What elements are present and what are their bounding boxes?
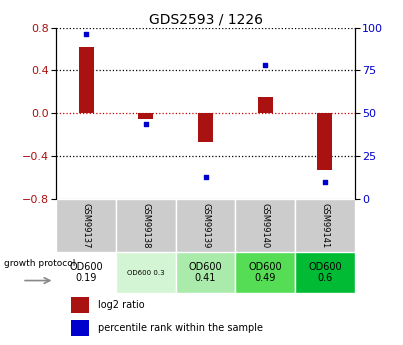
Text: log2 ratio: log2 ratio bbox=[98, 300, 145, 310]
Point bbox=[322, 179, 328, 185]
Bar bbox=[71, 297, 89, 313]
Bar bbox=[258, 97, 272, 113]
Text: OD600
0.6: OD600 0.6 bbox=[308, 262, 342, 283]
Bar bbox=[116, 253, 176, 293]
Bar bbox=[295, 199, 355, 253]
Text: OD600 0.3: OD600 0.3 bbox=[127, 269, 165, 276]
Text: GSM99139: GSM99139 bbox=[201, 203, 210, 248]
Point bbox=[262, 62, 268, 68]
Bar bbox=[116, 199, 176, 253]
Text: growth protocol: growth protocol bbox=[4, 259, 75, 268]
Text: OD600
0.19: OD600 0.19 bbox=[69, 262, 103, 283]
Bar bbox=[235, 253, 295, 293]
Bar bbox=[56, 199, 116, 253]
Bar bbox=[79, 47, 93, 113]
Bar bbox=[176, 199, 235, 253]
Point bbox=[202, 174, 209, 179]
Text: GSM99138: GSM99138 bbox=[141, 203, 150, 248]
Title: GDS2593 / 1226: GDS2593 / 1226 bbox=[149, 12, 262, 27]
Bar bbox=[235, 199, 295, 253]
Text: GSM99137: GSM99137 bbox=[82, 203, 91, 248]
Point bbox=[143, 121, 149, 126]
Bar bbox=[318, 113, 332, 170]
Bar bbox=[139, 113, 153, 119]
Text: percentile rank within the sample: percentile rank within the sample bbox=[98, 323, 263, 333]
Bar bbox=[176, 253, 235, 293]
Text: GSM99140: GSM99140 bbox=[261, 203, 270, 248]
Bar bbox=[71, 320, 89, 336]
Text: OD600
0.41: OD600 0.41 bbox=[189, 262, 222, 283]
Text: GSM99141: GSM99141 bbox=[320, 203, 329, 248]
Bar bbox=[198, 113, 213, 142]
Point bbox=[83, 32, 89, 37]
Bar bbox=[295, 253, 355, 293]
Text: OD600
0.49: OD600 0.49 bbox=[248, 262, 282, 283]
Bar bbox=[56, 253, 116, 293]
